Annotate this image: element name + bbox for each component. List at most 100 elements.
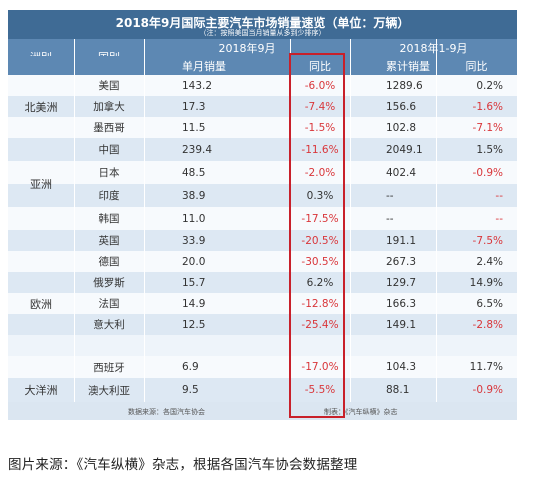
country-cell: 印度 [98, 190, 120, 202]
monthly-sales-cell: 6.9 [182, 361, 199, 373]
yoy-ytd-cell: -7.5% [472, 234, 503, 247]
table-footer: 数据来源：各国汽车协会 制表：《汽车纵横》杂志 [8, 402, 517, 420]
sales-table: 2018年9月国际主要汽车市场销量速览（单位：万辆） （注：按照美国当月销量从多… [8, 10, 517, 420]
monthly-sales-cell: 9.5 [182, 384, 199, 396]
yoy-month-cell: -7.4% [304, 100, 336, 113]
yoy-ytd-cell: 6.5% [476, 297, 503, 310]
monthly-sales-cell: 11.0 [182, 212, 206, 225]
monthly-sales-cell: 20.0 [182, 255, 206, 268]
monthly-sales-cell: 17.3 [182, 100, 206, 113]
cumulative-sales-cell: 1289.6 [386, 79, 423, 92]
header-monthly: 单月销量 [182, 59, 226, 73]
table-row: 印度 38.9 0.3% -- -- [8, 184, 517, 207]
cumulative-sales-cell: 2049.1 [386, 143, 423, 156]
yoy-month-cell: -11.6% [301, 143, 339, 156]
cumulative-sales-cell: 102.8 [386, 121, 417, 134]
cumulative-sales-cell: 129.7 [386, 276, 417, 289]
country-cell: 韩国 [98, 213, 120, 225]
cumulative-sales-cell: 156.6 [386, 100, 417, 113]
header-yoy-ytd: 同比 [465, 59, 488, 73]
yoy-month-cell: 0.3% [306, 189, 334, 202]
country-cell: 俄罗斯 [93, 277, 125, 289]
divider [350, 39, 351, 407]
monthly-sales-cell: 14.9 [182, 297, 206, 310]
header-cumulative: 累计销量 [386, 59, 430, 73]
table-row: 西班牙 6.9 -17.0% 104.3 11.7% [8, 356, 517, 378]
region-oceania: 大洋洲 [24, 384, 58, 397]
monthly-sales-cell: 12.5 [182, 318, 206, 331]
yoy-month-cell: -5.5% [304, 384, 336, 396]
table-title-bar: 2018年9月国际主要汽车市场销量速览（单位：万辆） （注：按照美国当月销量从多… [8, 10, 517, 39]
header-yoy-month: 同比 [309, 59, 331, 73]
country-cell: 美国 [98, 80, 120, 92]
yoy-ytd-cell: 11.7% [469, 361, 503, 373]
yoy-month-cell: 6.2% [306, 276, 334, 289]
yoy-month-cell: -2.0% [304, 166, 336, 179]
table-row: 加拿大 17.3 -7.4% 156.6 -1.6% [8, 96, 517, 117]
table-row: 俄罗斯 15.7 6.2% 129.7 14.9% [8, 272, 517, 293]
table-editor: 制表：《汽车纵横》杂志 [324, 408, 398, 416]
country-cell: 英国 [98, 235, 120, 247]
country-cell: 意大利 [93, 319, 125, 331]
group-header-month: 2018年9月 [218, 41, 276, 55]
yoy-ytd-cell: -0.9% [472, 166, 503, 179]
yoy-ytd-cell: -7.1% [472, 121, 503, 134]
sub-header-row: 单月销量 同比 累计销量 同比 [8, 56, 517, 75]
yoy-ytd-cell: -2.8% [472, 318, 503, 331]
monthly-sales-cell: 48.5 [182, 166, 206, 179]
yoy-ytd-cell: 0.2% [476, 79, 503, 92]
table-row: 法国 14.9 -12.8% 166.3 6.5% [8, 293, 517, 314]
divider [74, 39, 75, 407]
table-title: 2018年9月国际主要汽车市场销量速览（单位：万辆） [115, 16, 410, 30]
yoy-month-cell: -17.0% [301, 361, 339, 373]
table-row: 日本 48.5 -2.0% 402.4 -0.9% [8, 161, 517, 184]
table-row: 墨西哥 11.5 -1.5% 102.8 -7.1% [8, 117, 517, 138]
cumulative-sales-cell: 104.3 [386, 361, 417, 373]
table-row: 德国 20.0 -30.5% 267.3 2.4% [8, 251, 517, 272]
cumulative-sales-cell: -- [386, 189, 394, 202]
yoy-month-cell: -12.8% [301, 297, 339, 310]
yoy-ytd-cell: -1.6% [472, 100, 503, 113]
country-cell: 西班牙 [93, 361, 125, 374]
cumulative-sales-cell: 267.3 [386, 255, 417, 268]
monthly-sales-cell: 239.4 [182, 143, 213, 156]
yoy-ytd-cell: -- [495, 212, 503, 225]
country-cell: 澳大利亚 [88, 384, 130, 397]
table-row: 澳大利亚 9.5 -5.5% 88.1 -0.9% [8, 378, 517, 402]
divider [144, 39, 145, 407]
yoy-month-cell: -6.0% [304, 79, 336, 92]
table-row: 英国 33.9 -20.5% 191.1 -7.5% [8, 230, 517, 251]
yoy-ytd-cell: -0.9% [472, 384, 503, 396]
yoy-month-cell: -17.5% [301, 212, 339, 225]
region-asia: 亚洲 [30, 178, 52, 191]
monthly-sales-cell: 11.5 [182, 121, 206, 134]
divider [290, 39, 291, 407]
yoy-month-cell: -30.5% [301, 255, 339, 268]
cumulative-sales-cell: 149.1 [386, 318, 417, 331]
table-row: 中国 239.4 -11.6% 2049.1 1.5% [8, 138, 517, 161]
yoy-ytd-cell: 1.5% [476, 143, 503, 156]
yoy-ytd-cell: 14.9% [469, 276, 503, 289]
monthly-sales-cell: 15.7 [182, 276, 206, 289]
country-cell: 墨西哥 [93, 122, 125, 134]
table-row: 韩国 11.0 -17.5% -- -- [8, 207, 517, 230]
cumulative-sales-cell: -- [386, 212, 394, 225]
country-cell: 日本 [98, 167, 120, 179]
yoy-month-cell: -20.5% [301, 234, 339, 247]
image-caption: 图片来源：《汽车纵横》杂志，根据各国汽车协会数据整理 [8, 457, 358, 473]
cumulative-sales-cell: 191.1 [386, 234, 417, 247]
cumulative-sales-cell: 166.3 [386, 297, 417, 310]
cumulative-sales-cell: 402.4 [386, 166, 417, 179]
monthly-sales-cell: 143.2 [182, 79, 213, 92]
country-cell: 中国 [98, 144, 120, 156]
yoy-ytd-cell: -- [495, 189, 503, 202]
table-row: 美国 143.2 -6.0% 1289.6 0.2% [8, 75, 517, 96]
yoy-month-cell: -1.5% [304, 121, 336, 134]
country-cell: 德国 [98, 256, 120, 268]
country-cell: 加拿大 [93, 101, 125, 113]
divider [436, 39, 437, 407]
group-header-ytd: 2018年1-9月 [399, 41, 468, 55]
yoy-month-cell: -25.4% [301, 318, 339, 331]
cumulative-sales-cell: 88.1 [386, 384, 410, 396]
region-europe: 欧洲 [30, 298, 52, 311]
